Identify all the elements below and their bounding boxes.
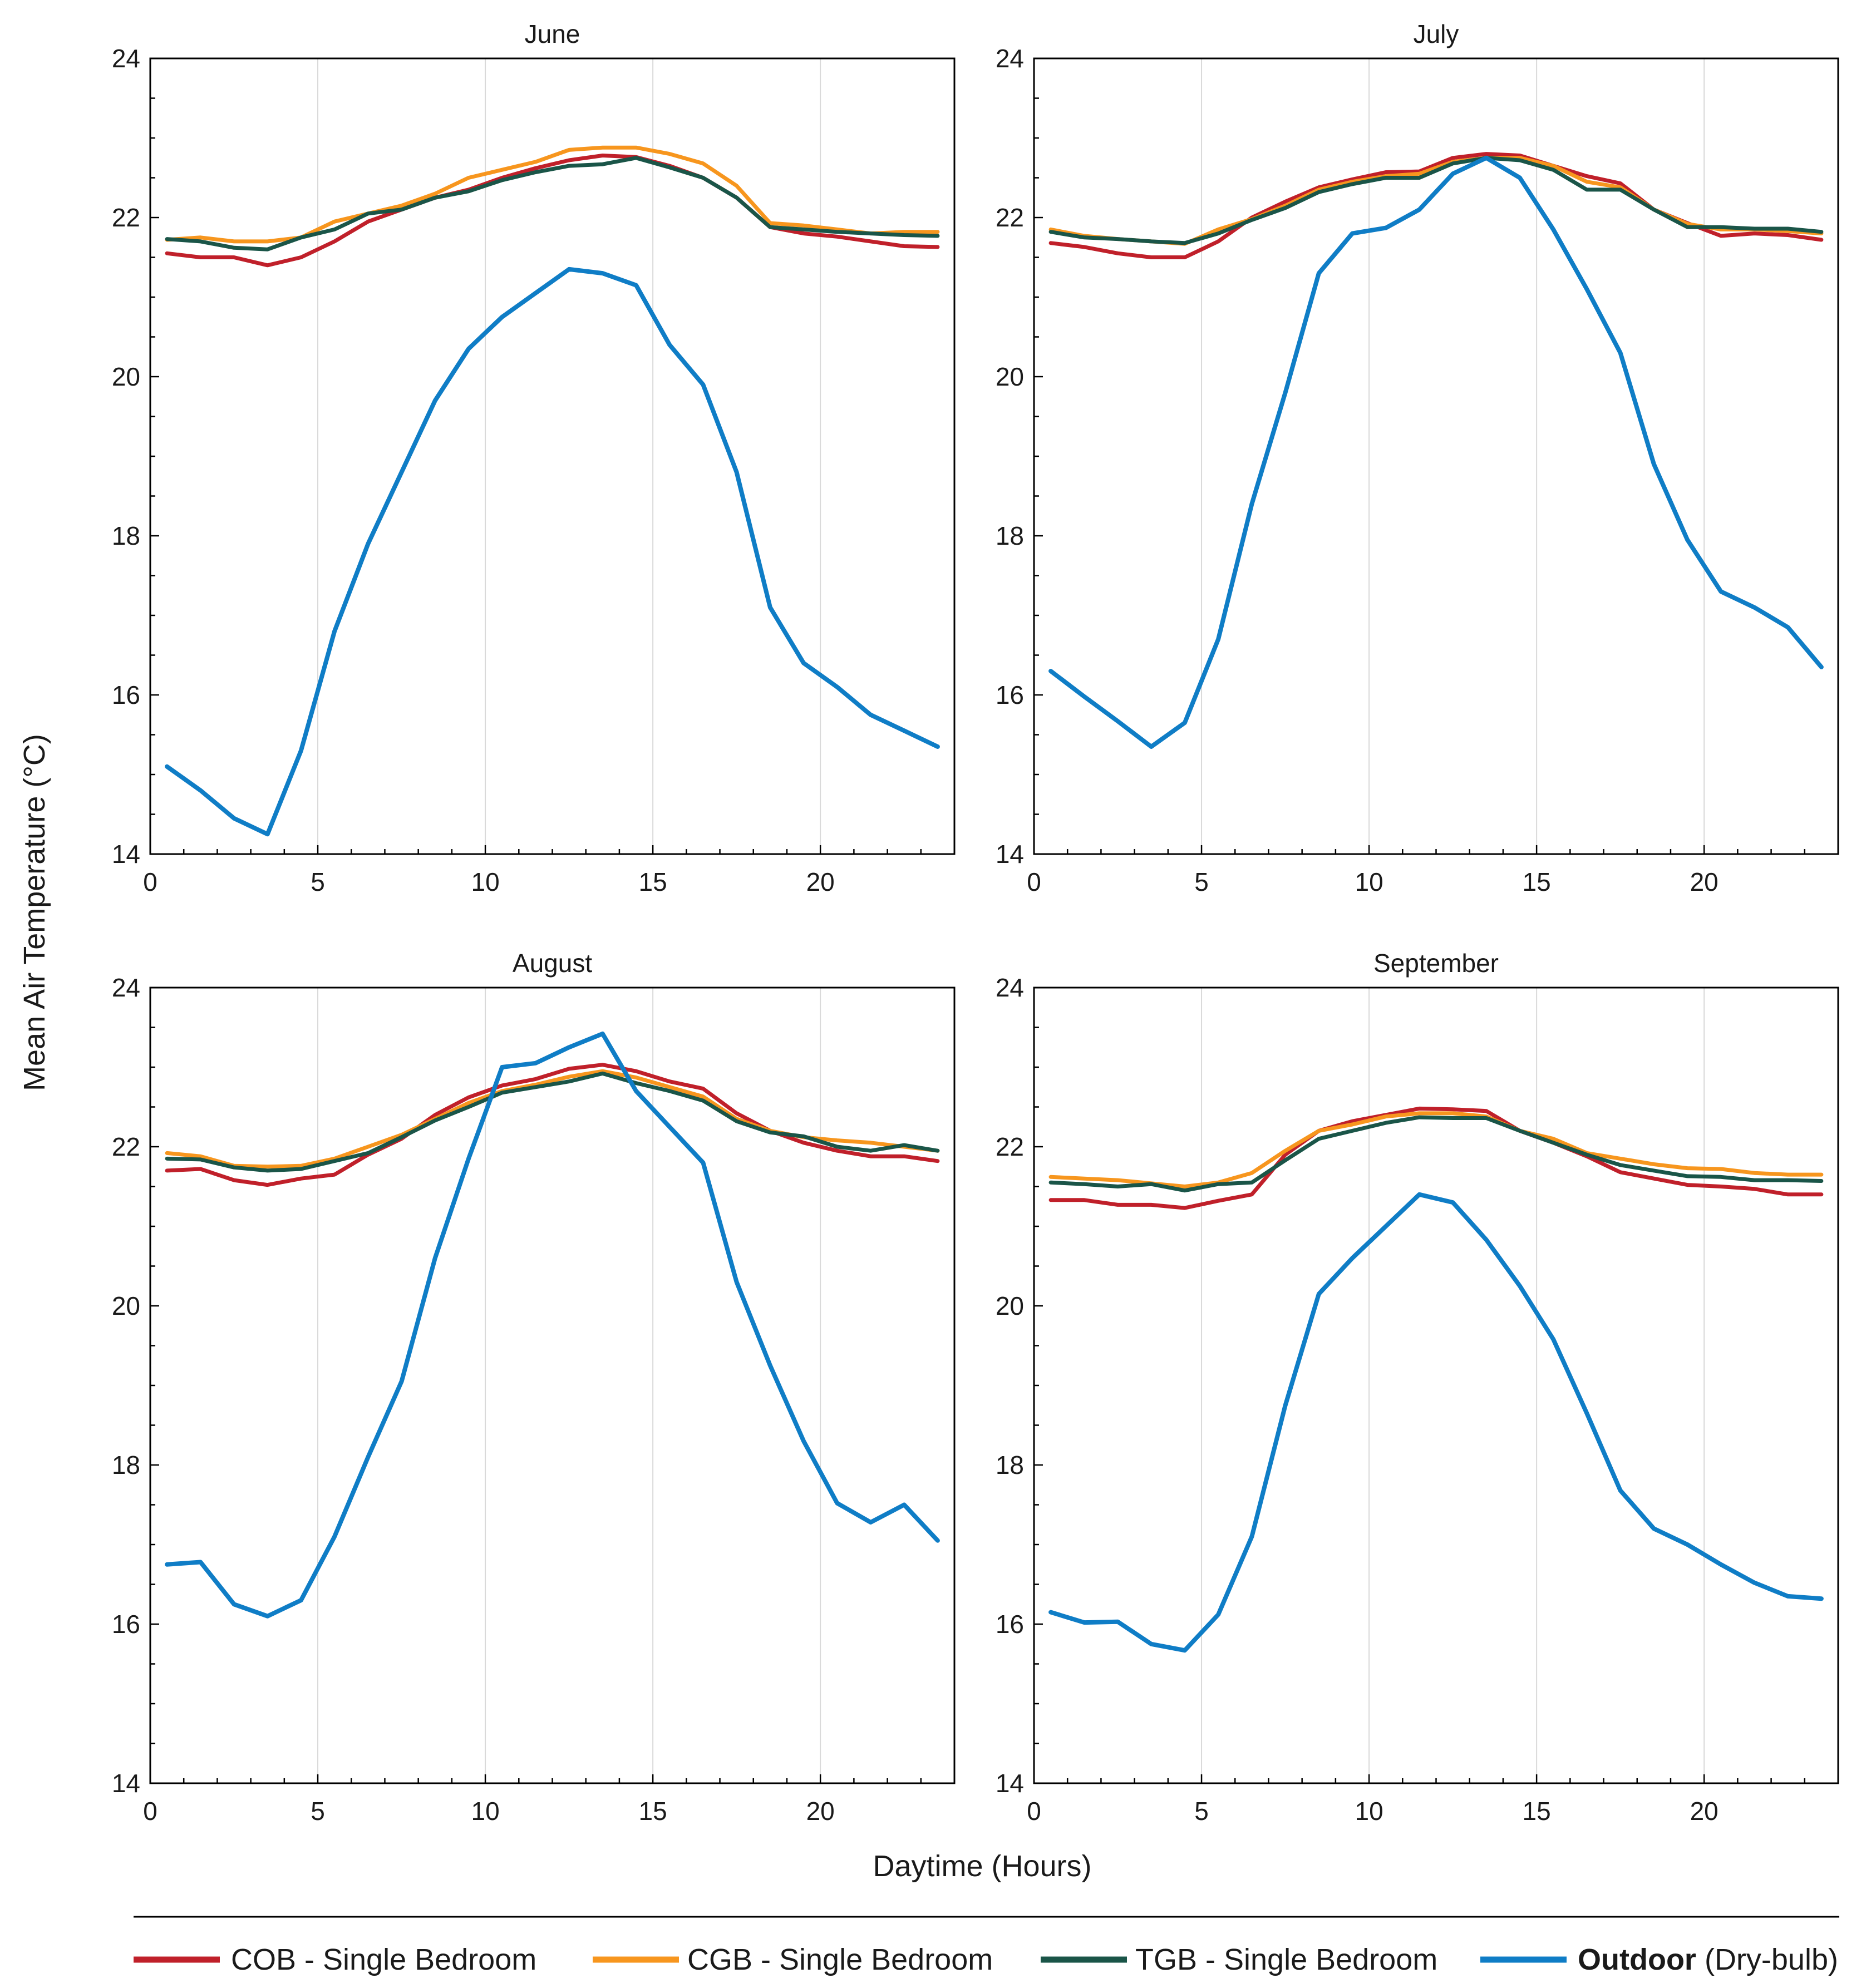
y-tick-label: 24	[996, 44, 1024, 73]
series-line-tgb	[1048, 156, 1824, 245]
panel-title: September	[1373, 949, 1499, 978]
y-tick-label: 18	[112, 1451, 140, 1479]
y-tick-label: 24	[112, 44, 140, 73]
x-tick-label: 10	[471, 1797, 499, 1826]
panel-july: 14 16 18 20 22 24 0 5 10 15 20 July	[996, 19, 1839, 896]
panel-title: June	[525, 19, 580, 48]
y-tick-label: 20	[996, 1291, 1024, 1320]
x-tick-label: 0	[143, 1797, 157, 1826]
series-line-cob	[165, 154, 940, 268]
y-tick-label: 20	[112, 362, 140, 391]
y-tick-label: 14	[112, 840, 140, 869]
panel-title: July	[1414, 19, 1459, 48]
y-tick-label: 18	[996, 521, 1024, 550]
series-line-outdoor	[1048, 1192, 1824, 1653]
x-tick-label: 20	[806, 867, 835, 896]
x-tick-label: 20	[1690, 1797, 1719, 1826]
y-tick-label: 20	[996, 362, 1024, 391]
y-tick-label: 16	[112, 1610, 140, 1639]
x-tick-label: 10	[1355, 1797, 1383, 1826]
y-tick-label: 24	[112, 973, 140, 1002]
y-tick-label: 14	[112, 1769, 140, 1798]
x-tick-label: 15	[1523, 867, 1551, 896]
y-tick-label: 14	[996, 1769, 1024, 1798]
panel-frame	[149, 986, 956, 1784]
panel-title: August	[513, 949, 592, 978]
y-tick-label: 20	[112, 1291, 140, 1320]
legend-item-cgb: CGB - Single Bedroom	[593, 1943, 993, 1976]
x-axis-title: Daytime (Hours)	[873, 1849, 1091, 1883]
x-tick-label: 10	[471, 867, 499, 896]
series-line-cob	[1048, 1106, 1824, 1210]
x-tick-label: 5	[311, 867, 325, 896]
x-tick-label: 20	[1690, 867, 1719, 896]
series-line-cgb	[165, 145, 940, 244]
panel-frame	[149, 57, 956, 855]
y-tick-label: 18	[996, 1451, 1024, 1479]
y-tick-label: 18	[112, 521, 140, 550]
legend-label-tgb: TGB - Single Bedroom	[1135, 1943, 1437, 1976]
x-tick-label: 5	[1194, 1797, 1209, 1826]
series-line-tgb	[1048, 1115, 1824, 1193]
y-tick-label: 14	[996, 840, 1024, 869]
series-line-tgb	[165, 156, 940, 251]
legend-label-outdoor-rest: (Dry-bulb)	[1696, 1943, 1838, 1976]
legend-label-cgb: CGB - Single Bedroom	[687, 1943, 993, 1976]
legend-label-cob: COB - Single Bedroom	[231, 1943, 536, 1976]
x-tick-label: 10	[1355, 867, 1383, 896]
x-tick-label: 15	[639, 1797, 667, 1826]
x-tick-label: 5	[311, 1797, 325, 1826]
series-line-tgb	[165, 1071, 940, 1173]
panel-september: 14 16 18 20 22 24 0 5 10 15 20 September	[996, 949, 1839, 1826]
x-tick-label: 15	[639, 867, 667, 896]
chart-panels: 14 16 18 20 22 24 0 5 10 15 20 June 14 16 18 20 22 24 0 5 10…	[112, 19, 1839, 1826]
x-tick-label: 0	[1027, 1797, 1041, 1826]
y-tick-label: 24	[996, 973, 1024, 1002]
panel-june: 14 16 18 20 22 24 0 5 10 15 20 June	[112, 19, 956, 896]
series-line-cgb	[1048, 1111, 1824, 1188]
legend-label-outdoor-bold: Outdoor	[1578, 1943, 1696, 1976]
series-line-outdoor	[1048, 155, 1824, 749]
y-axis-title: Mean Air Temperature (°C)	[18, 734, 51, 1091]
legend-label-outdoor: Outdoor (Dry-bulb)	[1578, 1943, 1838, 1976]
y-tick-label: 22	[112, 1132, 140, 1161]
legend-item-outdoor: Outdoor (Dry-bulb)	[1480, 1943, 1838, 1976]
y-tick-label: 22	[112, 203, 140, 232]
x-tick-label: 20	[806, 1797, 835, 1826]
series-line-outdoor	[165, 1031, 940, 1619]
series-line-cob	[165, 1063, 940, 1187]
legend-item-tgb: TGB - Single Bedroom	[1041, 1943, 1437, 1976]
y-tick-label: 22	[996, 203, 1024, 232]
x-tick-label: 15	[1523, 1797, 1551, 1826]
y-tick-label: 16	[112, 680, 140, 709]
x-tick-label: 0	[143, 867, 157, 896]
legend-item-cob: COB - Single Bedroom	[134, 1943, 536, 1976]
y-tick-label: 16	[996, 680, 1024, 709]
x-tick-label: 5	[1194, 867, 1209, 896]
y-tick-label: 22	[996, 1132, 1024, 1161]
series-line-outdoor	[165, 267, 940, 837]
panel-august: 14 16 18 20 22 24 0 5 10 15 20 August	[112, 949, 956, 1826]
legend: COB - Single Bedroom CGB - Single Bedroo…	[134, 1943, 1838, 1976]
panel-frame	[1033, 57, 1839, 855]
panel-frame	[1033, 986, 1839, 1784]
y-tick-label: 16	[996, 1610, 1024, 1639]
x-tick-label: 0	[1027, 867, 1041, 896]
